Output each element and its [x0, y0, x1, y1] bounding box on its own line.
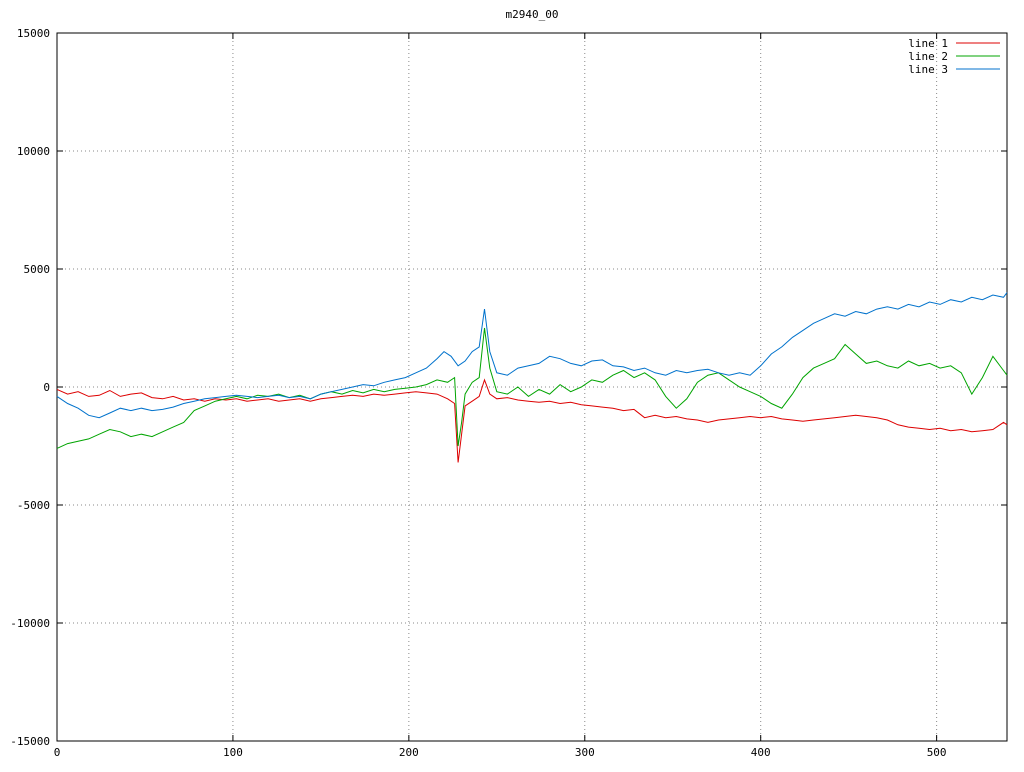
ytick-label-10000: 10000: [17, 145, 50, 158]
ytick-label--10000: -10000: [10, 617, 50, 630]
series-line-2: [56, 327, 1008, 449]
ytick-label-5000: 5000: [24, 263, 51, 276]
xtick-label-300: 300: [575, 746, 595, 759]
ytick-label-15000: 15000: [17, 27, 50, 40]
ytick-label-0: 0: [43, 381, 50, 394]
ytick-label--15000: -15000: [10, 735, 50, 748]
gridlines: [56, 32, 1007, 742]
xtick-label-100: 100: [223, 746, 243, 759]
legend-label-line-2: line 2: [908, 50, 948, 63]
series-line-3: [56, 292, 1008, 419]
xtick-label-400: 400: [751, 746, 771, 759]
axis-tick-labels: 0 100 200 300 400 500 -15000 -10000 -5000 0 5000 10…: [10, 27, 946, 759]
xtick-label-0: 0: [54, 746, 61, 759]
ytick-label--5000: -5000: [17, 499, 50, 512]
plot-border: [56, 32, 1008, 742]
axis-ticks: [56, 32, 1007, 742]
xtick-label-500: 500: [927, 746, 947, 759]
xtick-label-200: 200: [399, 746, 419, 759]
border-rect: [56, 32, 1008, 742]
series-lines: [56, 292, 1008, 463]
legend-label-line-1: line 1: [908, 37, 948, 50]
chart-title: m2940_00: [506, 8, 559, 21]
series-line-1: [56, 378, 1008, 463]
legend-label-line-3: line 3: [908, 63, 948, 76]
